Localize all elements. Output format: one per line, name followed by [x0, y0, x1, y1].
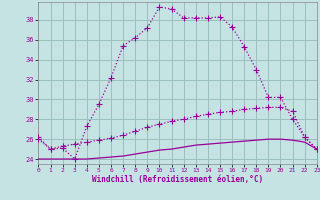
- X-axis label: Windchill (Refroidissement éolien,°C): Windchill (Refroidissement éolien,°C): [92, 175, 263, 184]
